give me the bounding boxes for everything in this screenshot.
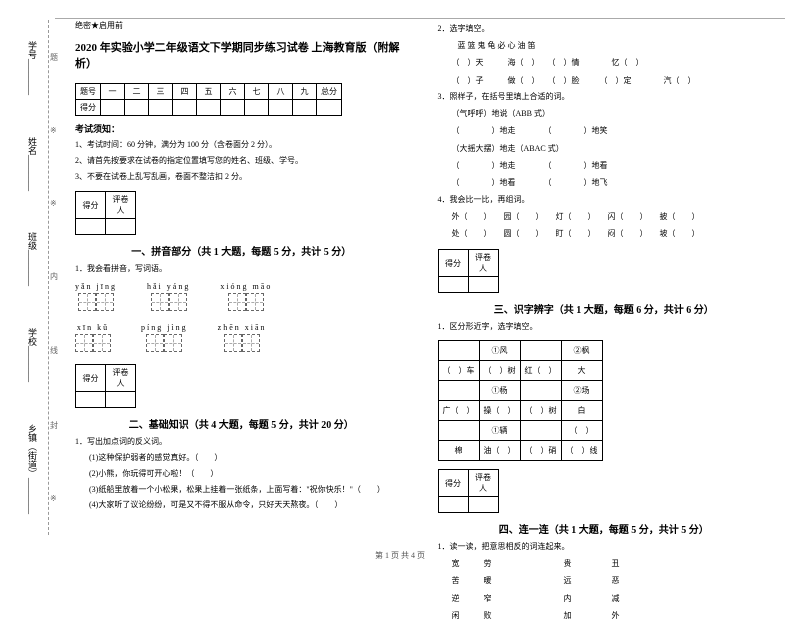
binding-label: 乡镇（街道）________ [26, 424, 39, 514]
pinyin-block: píng jìng [141, 323, 188, 352]
fill-line: （ ）地走 （ ）地看 [452, 159, 771, 173]
char-table: ①风②枫（ ）车（ ）树红（ ）大①杨②场广（ ）操（ ）（ ）树白①辆（ ）棉… [438, 340, 603, 461]
q1-1: 1．我会看拼音，写词语。 [75, 263, 408, 276]
q3-1: 1．区分形近字，选字填空。 [438, 321, 771, 334]
score-box-4: 得分评卷人 [438, 469, 771, 513]
binding-label: 学校________ [26, 328, 39, 382]
fill-line: （ ）天 海（ ） （ ）情 忆（ ） [452, 56, 771, 70]
binding-label: 班级________ [26, 232, 39, 286]
fill-line: 外（ ） 园（ ） 灯（ ） 闪（ ） 披（ ） [452, 210, 771, 224]
fill-line: （气呼呼）地说（ABB 式） [452, 107, 771, 121]
binding-label: 姓名________ [26, 137, 39, 191]
score-box-1: 得分评卷人 [75, 191, 408, 235]
section-4-title: 四、连一连（共 1 大题，每题 5 分，共计 5 分） [438, 521, 771, 536]
r-q2-chars: 蓝 篮 鬼 龟 必 心 油 笛 [458, 39, 771, 53]
notice-item: 1、考试时间：60 分钟，满分为 100 分（含卷面分 2 分）。 [75, 139, 408, 152]
notice-item: 2、请首先按要求在试卷的指定位置填写您的姓名、班级、学号。 [75, 155, 408, 168]
section-2-title: 二、基础知识（共 4 大题，每题 5 分，共计 20 分） [75, 416, 408, 431]
fill-line: （大摇大摆）地走（ABAC 式） [452, 142, 771, 156]
fill-line: 苦 暖 远 恶 [452, 574, 771, 588]
pinyin-block: xióng māo [220, 282, 272, 311]
section-3-title: 三、识字辨字（共 1 大题，每题 6 分，共计 6 分） [438, 301, 771, 316]
q2-1d: (4)大家听了议论纷纷，可是又不得不服从命令，只好天天熬夜。（ ） [89, 499, 408, 512]
fill-line: （ ）地看 （ ）地飞 [452, 176, 771, 190]
score-table: 题号一二三四五六七八九总分 得分 [75, 83, 342, 116]
exam-title: 2020 年实验小学二年级语文下学期同步练习试卷 上海教育版（附解析） [75, 39, 408, 71]
page-footer: 第 1 页 共 4 页 [0, 550, 800, 561]
fill-line: （ ）地走 （ ）地笑 [452, 124, 771, 138]
r-q4: 4．我会比一比，再组词。 [438, 194, 771, 207]
pinyin-block: zhēn xiān [218, 323, 267, 352]
notice-item: 3、不要在试卷上乱写乱画，卷面不整洁扣 2 分。 [75, 171, 408, 184]
r-q2: 2．选字填空。 [438, 23, 771, 36]
r-q3: 3．照样子，在括号里填上合适的词。 [438, 91, 771, 104]
q2-1a: (1)这种保护弱者的感觉真好。（ ） [89, 452, 408, 465]
pinyin-block: xīn kǔ [75, 323, 111, 352]
score-box-2: 得分评卷人 [75, 364, 408, 408]
fill-line: 逆 窄 内 减 [452, 592, 771, 606]
section-1-title: 一、拼音部分（共 1 大题，每题 5 分，共计 5 分） [75, 243, 408, 258]
binding-label: 学号________ [26, 41, 39, 95]
notice-heading: 考试须知： [75, 122, 408, 135]
pinyin-block: yǎn jīng [75, 282, 117, 311]
pinyin-block: hǎi yáng [147, 282, 190, 311]
score-box-3: 得分评卷人 [438, 249, 771, 293]
fill-line: （ ）子 做（ ） （ ）脸 （ ）定 汽（ ） [452, 74, 771, 88]
q2-1b: (2)小熊，你玩得可开心啦！（ ） [89, 468, 408, 481]
fill-line: 处（ ） 圆（ ） 盯（ ） 闷（ ） 坡（ ） [452, 227, 771, 241]
fill-line: 闲 败 加 外 [452, 609, 771, 623]
classification-label: 绝密★启用前 [75, 20, 408, 31]
q2-1: 1．写出加点词的反义词。 [75, 436, 408, 449]
q2-1c: (3)纸船里放着一个小松果，松果上挂着一张纸条，上面写着："祝你快乐！"（ ） [89, 484, 408, 497]
